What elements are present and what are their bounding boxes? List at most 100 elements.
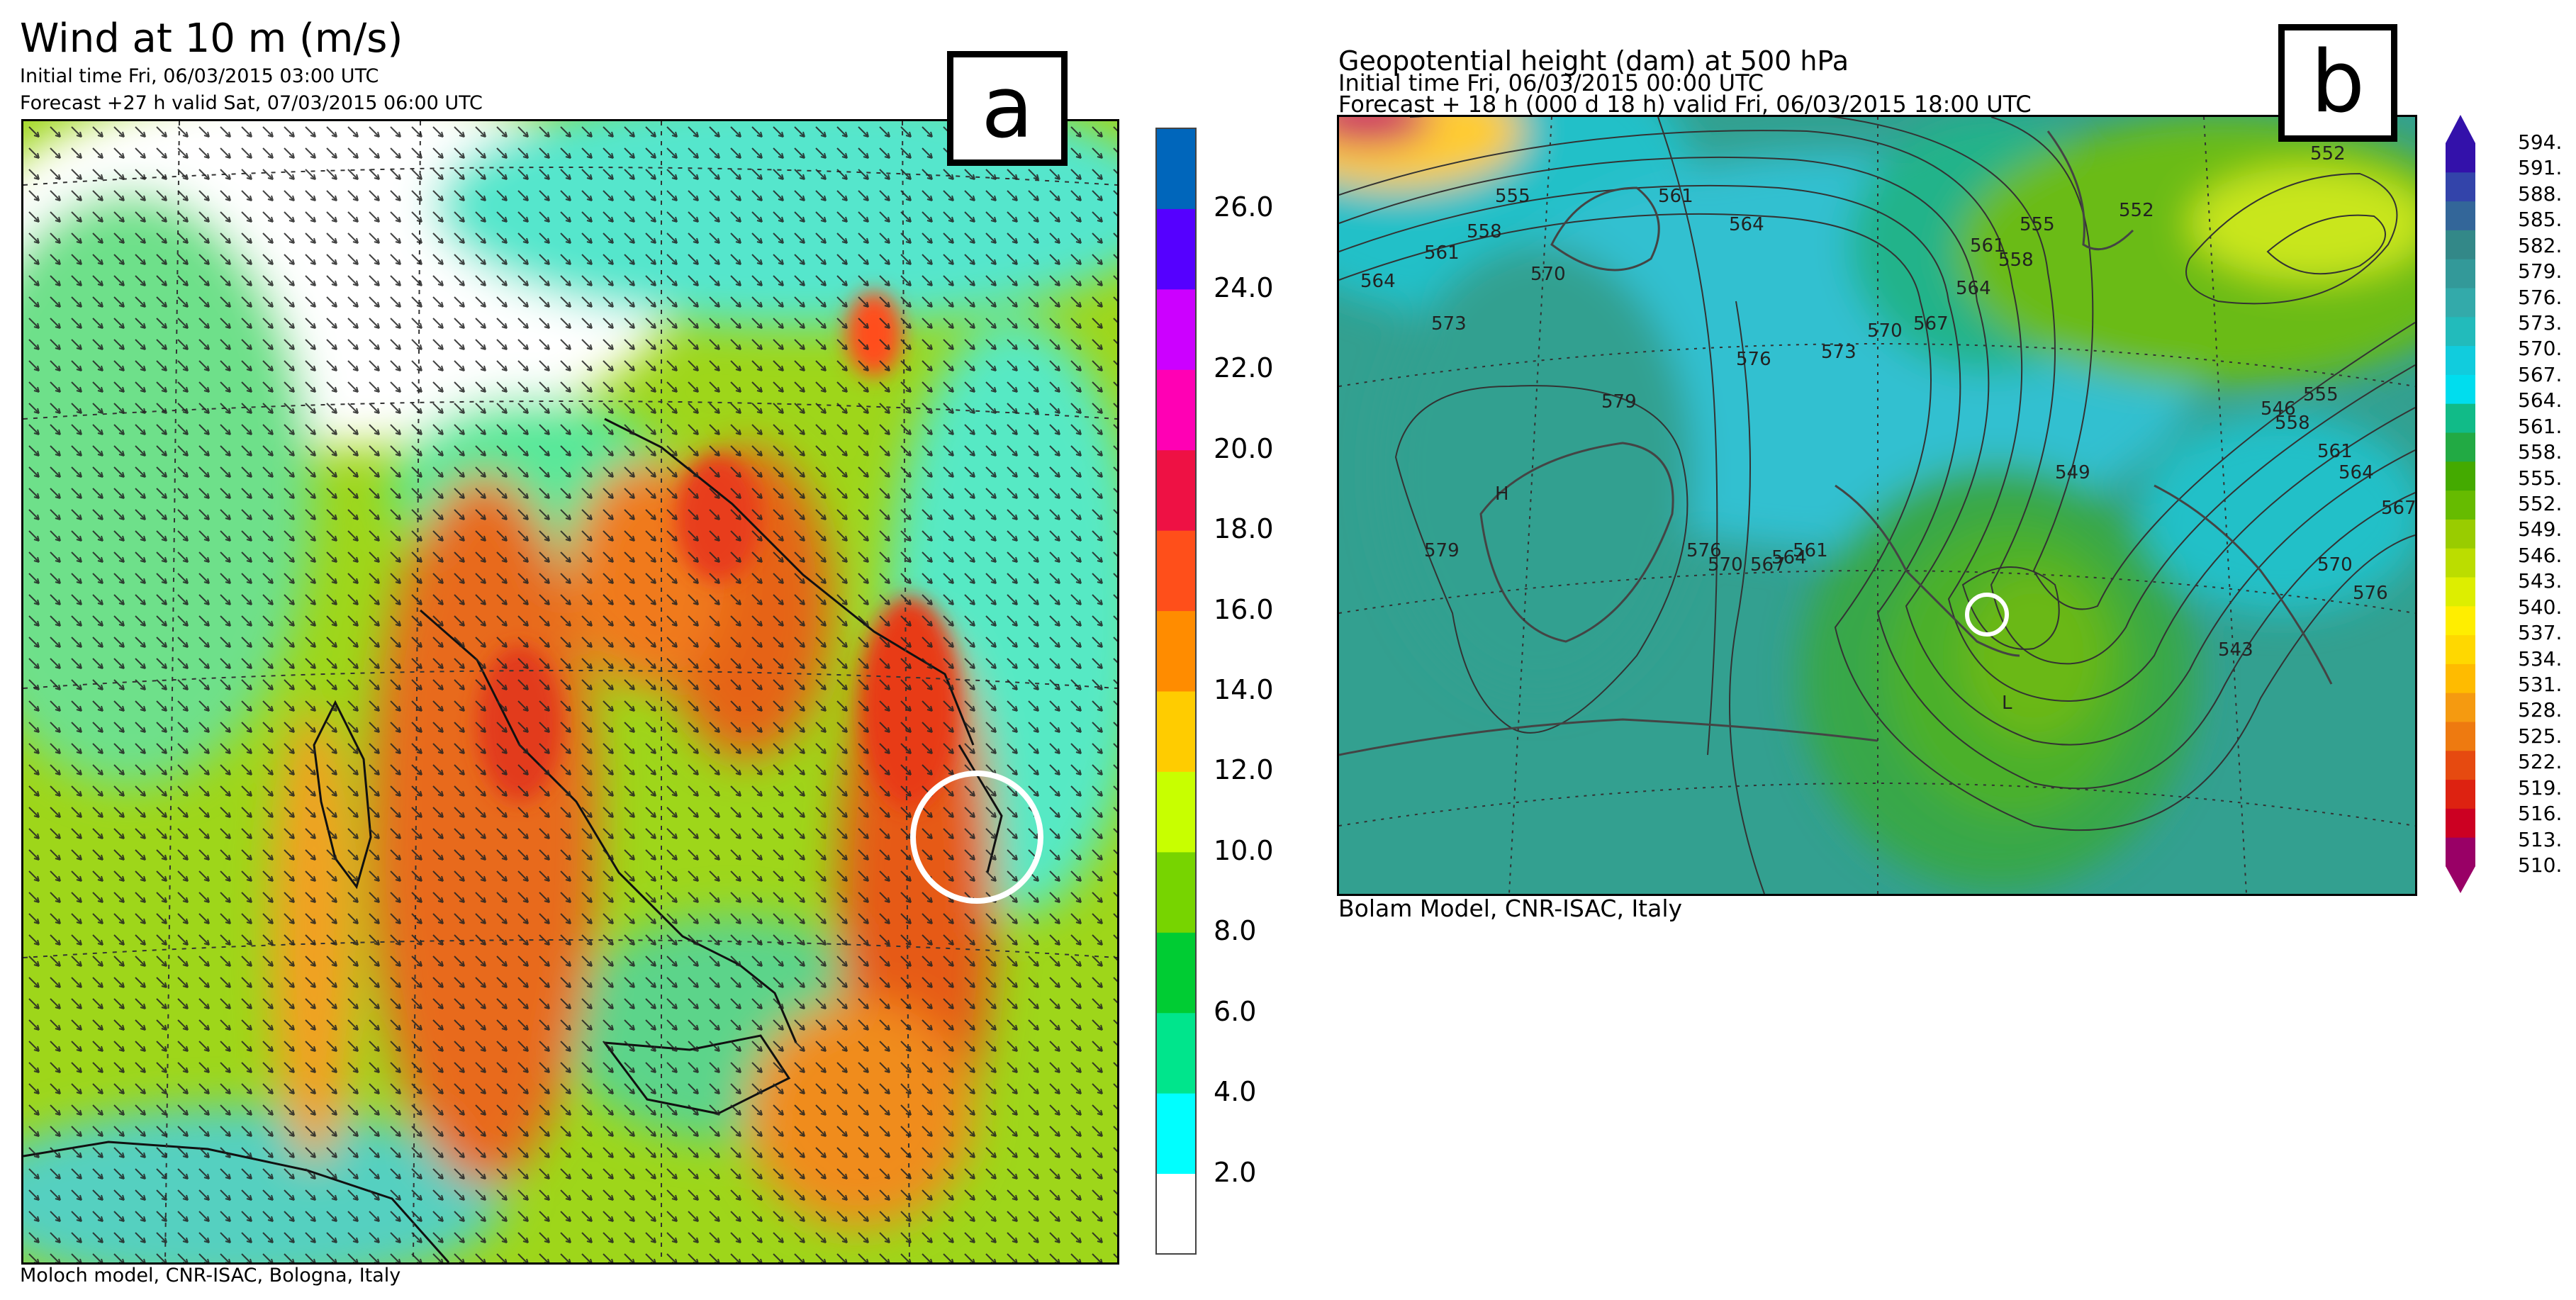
colorbar-a-tick: 8.0 bbox=[1214, 915, 1257, 947]
contour-label: 567 bbox=[1750, 554, 1786, 576]
contour-label: 561 bbox=[1658, 186, 1693, 207]
colorbar-b-segment bbox=[2446, 403, 2475, 433]
panel-a-forecast: Forecast +27 h valid Sat, 07/03/2015 06:… bbox=[20, 92, 483, 114]
colorbar-a-segment bbox=[1156, 449, 1196, 531]
colorbar-b-tick: 540. bbox=[2518, 595, 2563, 619]
colorbar-b-segment bbox=[2446, 605, 2475, 636]
colorbar-a-tick: 4.0 bbox=[1214, 1076, 1257, 1108]
contour-label: 549 bbox=[2055, 462, 2090, 483]
colorbar-b-min-arrow bbox=[2446, 866, 2475, 893]
colorbar-b-tick: 558. bbox=[2518, 440, 2563, 464]
wind-map-canvas bbox=[23, 121, 1117, 1262]
panel-b-initial-time: Initial time Fri, 06/03/2015 00:00 UTC bbox=[1338, 69, 1764, 96]
colorbar-a-segment bbox=[1156, 610, 1196, 692]
colorbar-b-tick: 594. bbox=[2518, 130, 2563, 154]
colorbar-b-tick: 564. bbox=[2518, 388, 2563, 413]
colorbar-b-segment bbox=[2446, 432, 2475, 462]
colorbar-a-tick: 14.0 bbox=[1214, 674, 1274, 705]
colorbar-b-tick: 573. bbox=[2518, 311, 2563, 335]
colorbar-a-tick: 16.0 bbox=[1214, 593, 1274, 625]
colorbar-a-tick: 10.0 bbox=[1214, 834, 1274, 866]
colorbar-a-segment bbox=[1156, 1012, 1196, 1094]
wind-map bbox=[21, 119, 1119, 1265]
panel-b-forecast: Forecast + 18 h (000 d 18 h) valid Fri, … bbox=[1338, 91, 2032, 118]
contour-label: 576 bbox=[1736, 349, 1771, 370]
contour-label: 552 bbox=[2310, 143, 2346, 164]
colorbar-b-segment bbox=[2446, 259, 2475, 288]
contour-label: L bbox=[2002, 693, 2012, 714]
colorbar-a-segment bbox=[1156, 851, 1196, 933]
panel-a-title: Wind at 10 m (m/s) bbox=[20, 16, 403, 62]
colorbar-a-segment bbox=[1156, 128, 1196, 209]
colorbar-b bbox=[2446, 115, 2475, 893]
colorbar-b-tick: 582. bbox=[2518, 233, 2563, 257]
colorbar-b-segment bbox=[2446, 779, 2475, 809]
colorbar-b-tick: 585. bbox=[2518, 208, 2563, 232]
colorbar-b-tick: 531. bbox=[2518, 673, 2563, 696]
colorbar-b-tick: 525. bbox=[2518, 724, 2563, 748]
colorbar-b-segment bbox=[2446, 345, 2475, 375]
colorbar-a-segment bbox=[1156, 530, 1196, 612]
contour-label: 576 bbox=[1686, 540, 1722, 561]
contour-label: 570 bbox=[2317, 554, 2353, 576]
colorbar-b-max-arrow bbox=[2446, 115, 2475, 143]
colorbar-b-segment bbox=[2446, 548, 2475, 578]
colorbar-a-segment bbox=[1156, 932, 1196, 1014]
colorbar-b-tick: 546. bbox=[2518, 543, 2563, 567]
colorbar-b-segment bbox=[2446, 172, 2475, 202]
colorbar-b-segment bbox=[2446, 143, 2475, 173]
colorbar-b-tick: 522. bbox=[2518, 750, 2563, 774]
colorbar-b-segment bbox=[2446, 288, 2475, 318]
colorbar-b-tick: 528. bbox=[2518, 698, 2563, 722]
colorbar-b-segment bbox=[2446, 722, 2475, 751]
colorbar-a-segment bbox=[1156, 691, 1196, 772]
colorbar-b-segment bbox=[2446, 230, 2475, 259]
colorbar-a-tick: 18.0 bbox=[1214, 513, 1274, 545]
colorbar-b-segment bbox=[2446, 461, 2475, 491]
highlight-circle-b bbox=[1965, 593, 2009, 637]
contour-label: H bbox=[1495, 483, 1509, 505]
geopotential-map-canvas: 564 561 558 555 561 564 570 573 576 579 573 570 567 5… bbox=[1339, 117, 2415, 894]
contour-label: 570 bbox=[1867, 320, 1903, 342]
colorbar-b-tick: 537. bbox=[2518, 621, 2563, 645]
colorbar-a-tick: 12.0 bbox=[1214, 754, 1274, 786]
geopotential-map: 564 561 558 555 561 564 570 573 576 579 573 570 567 5… bbox=[1337, 115, 2417, 896]
colorbar-a-tick: 6.0 bbox=[1214, 995, 1257, 1027]
colorbar-a-tick: 26.0 bbox=[1214, 191, 1274, 223]
colorbar-b-tick: 567. bbox=[2518, 362, 2563, 386]
contour-label: 573 bbox=[1431, 313, 1467, 335]
contour-label: 567 bbox=[1913, 313, 1949, 335]
contour-label: 555 bbox=[2303, 384, 2339, 405]
contour-label: 564 bbox=[1956, 278, 1991, 299]
contour-label: 573 bbox=[1821, 342, 1857, 363]
colorbar-a-tick: 20.0 bbox=[1214, 432, 1274, 464]
colorbar-a-segment bbox=[1156, 208, 1196, 290]
colorbar-b-tick: 591. bbox=[2518, 156, 2563, 180]
contour-label: 555 bbox=[2020, 214, 2055, 235]
colorbar-b-tick: 513. bbox=[2518, 827, 2563, 851]
contour-label: 579 bbox=[1424, 540, 1460, 561]
contour-label: 558 bbox=[2275, 413, 2310, 434]
contour-label: 564 bbox=[1360, 271, 1396, 292]
colorbar-a-segment bbox=[1156, 1173, 1196, 1255]
contour-label: 576 bbox=[2353, 583, 2388, 604]
colorbar-a bbox=[1155, 128, 1197, 1255]
contour-label: 552 bbox=[2119, 200, 2154, 221]
colorbar-b-tick: 576. bbox=[2518, 285, 2563, 309]
panel-b-label: b bbox=[2278, 24, 2397, 142]
colorbar-b-tick: 516. bbox=[2518, 802, 2563, 826]
contour-label: 555 bbox=[1495, 186, 1530, 207]
colorbar-b-segment bbox=[2446, 693, 2475, 722]
highlight-circle-a bbox=[910, 771, 1043, 904]
colorbar-b-tick: 588. bbox=[2518, 181, 2563, 206]
colorbar-a-tick: 2.0 bbox=[1214, 1156, 1257, 1188]
colorbar-a-segment bbox=[1156, 288, 1196, 370]
contour-label: 561 bbox=[1793, 540, 1828, 561]
colorbar-b-segment bbox=[2446, 577, 2475, 607]
colorbar-b-segment bbox=[2446, 634, 2475, 664]
contour-label: 564 bbox=[2339, 462, 2374, 483]
colorbar-b-segment bbox=[2446, 663, 2475, 693]
contour-label: 561 bbox=[1970, 235, 2005, 257]
colorbar-a-segment bbox=[1156, 369, 1196, 451]
colorbar-a-segment bbox=[1156, 1093, 1196, 1175]
